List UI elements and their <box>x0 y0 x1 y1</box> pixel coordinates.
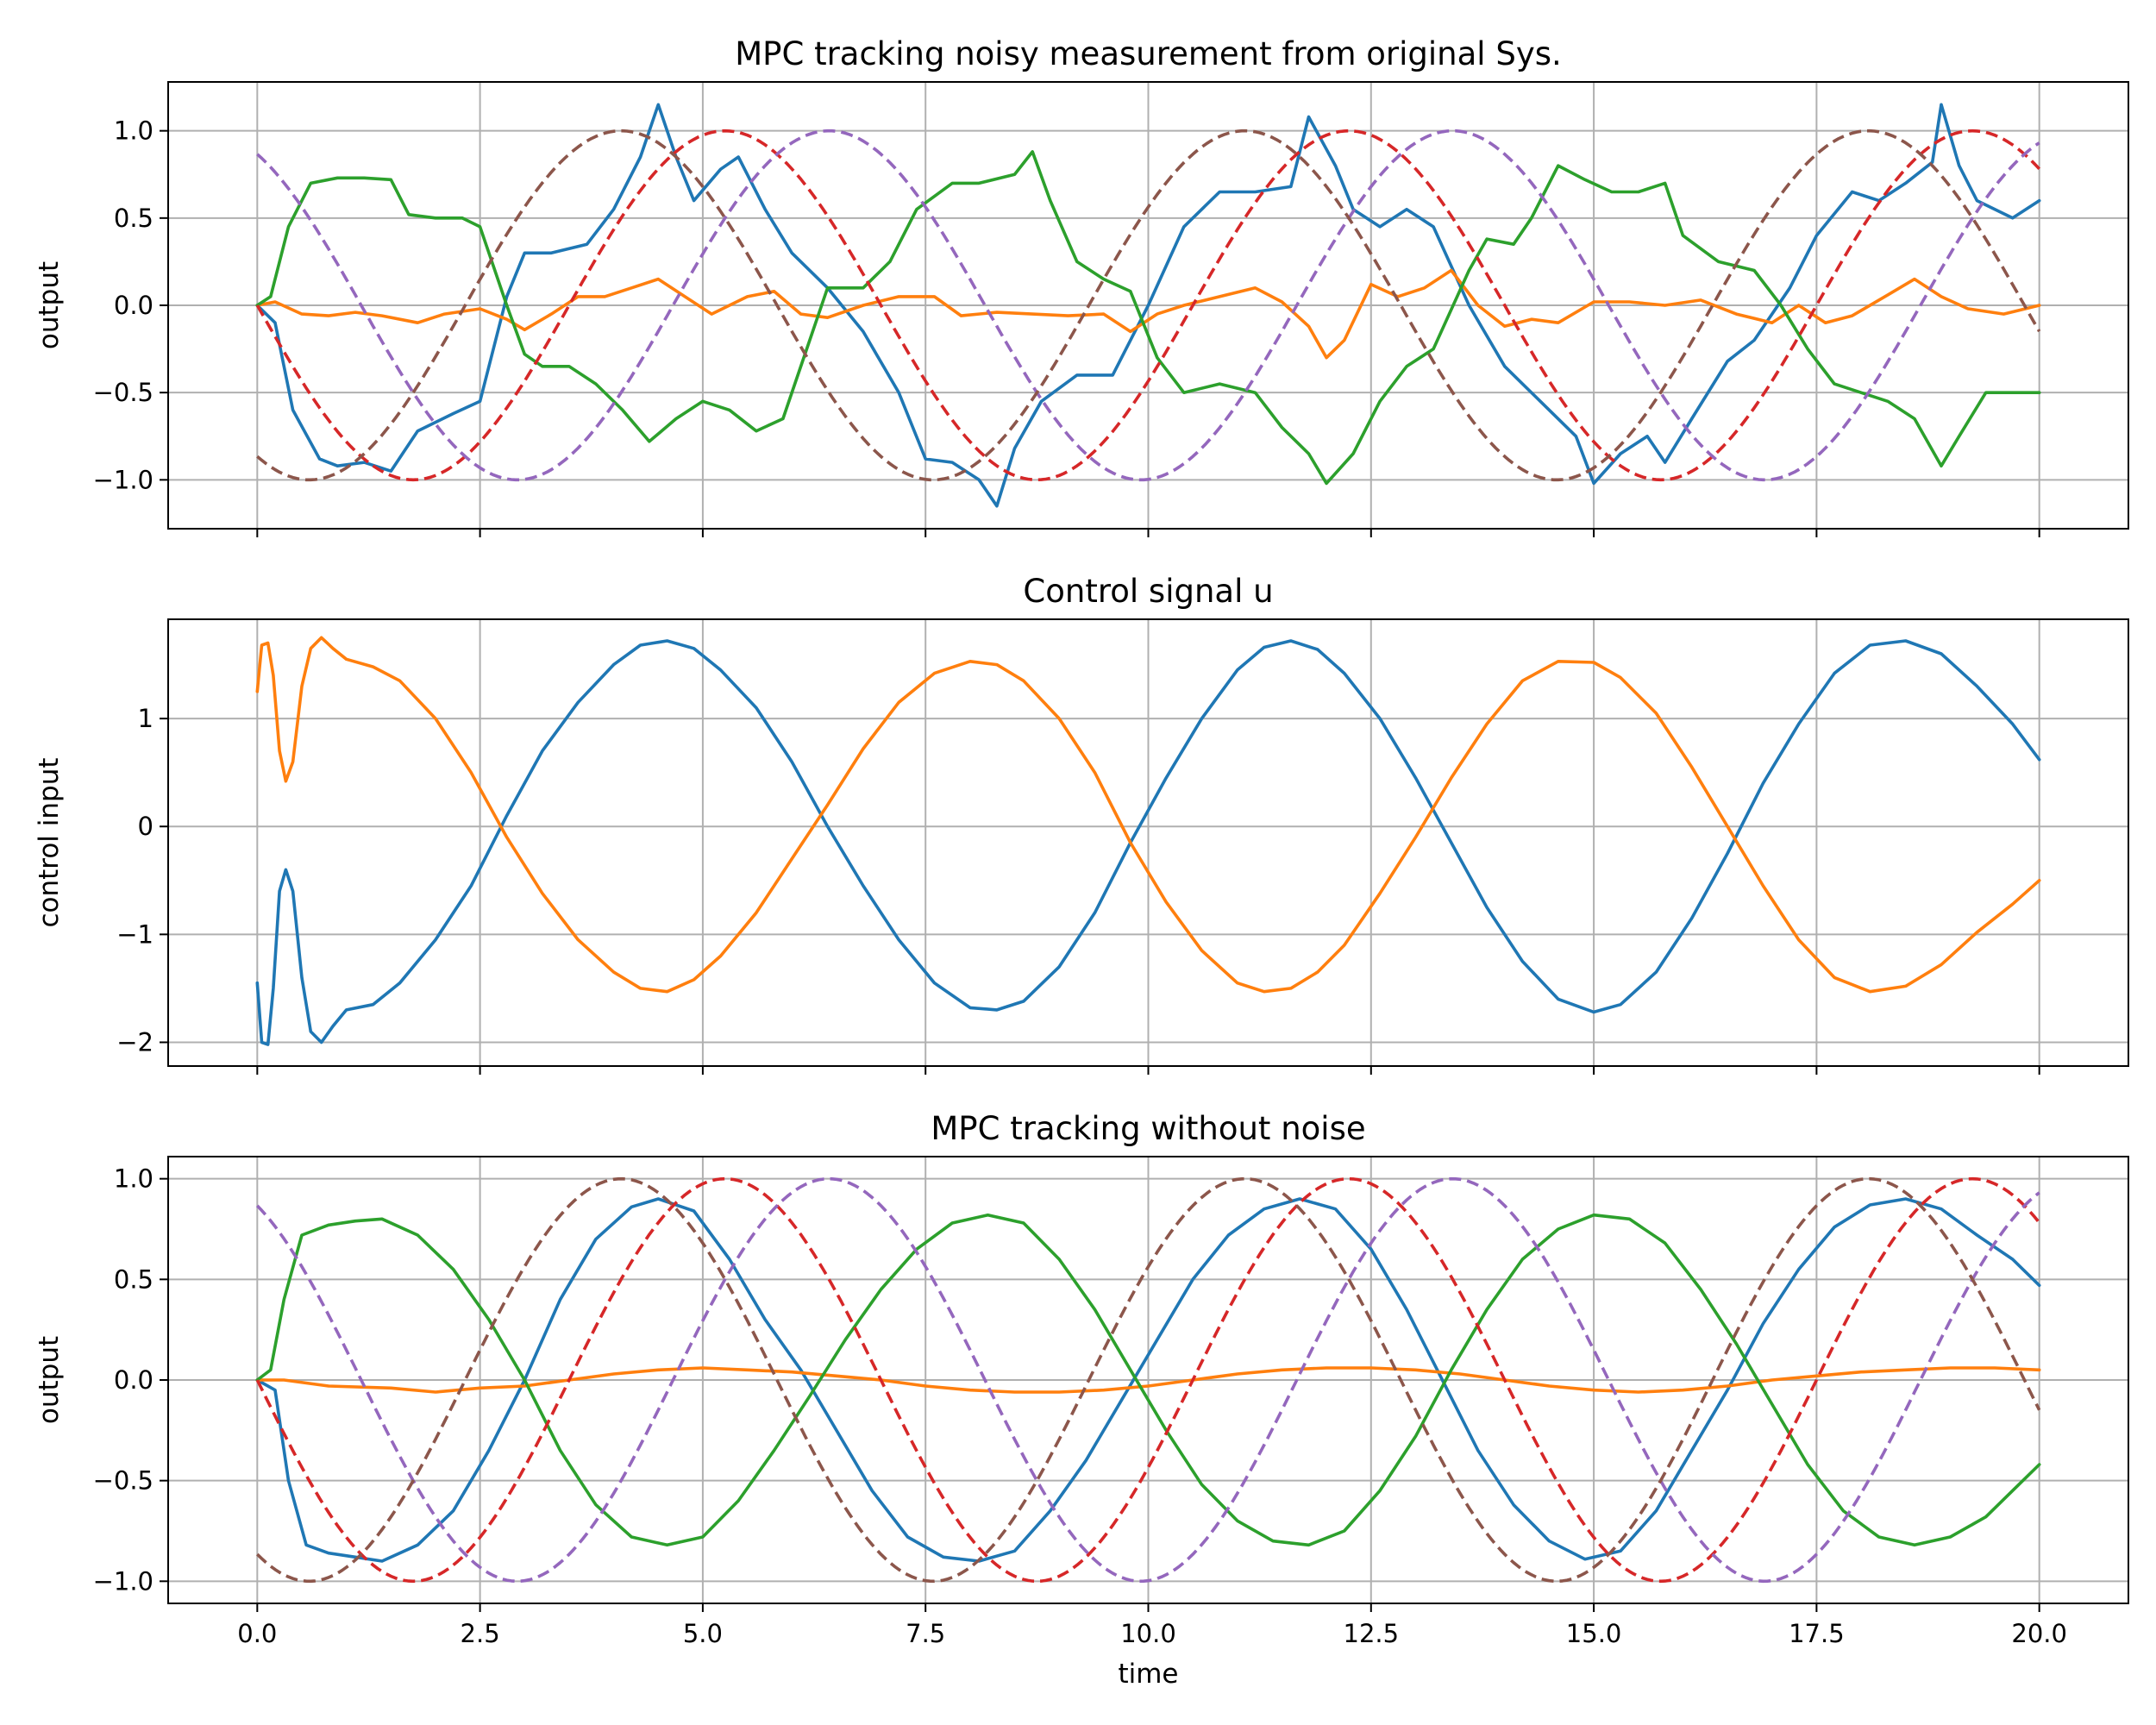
y-tick-label: 0.5 <box>114 1264 154 1294</box>
y-tick-label: 0.0 <box>114 1365 154 1395</box>
series-line-0 <box>255 1197 2041 1563</box>
series-line-3 <box>255 1176 2041 1584</box>
series-line-0 <box>255 103 2041 508</box>
y-tick-label: −0.5 <box>93 1466 154 1496</box>
series-group <box>255 1176 2041 1584</box>
x-tick-label: 17.5 <box>1789 1619 1845 1648</box>
y-tick-label: −1 <box>116 919 154 949</box>
series-line-1 <box>255 1366 2041 1394</box>
y-tick-label: −2 <box>116 1027 154 1057</box>
panel-title: MPC tracking without noise <box>931 1110 1365 1147</box>
series-line-0 <box>255 639 2041 1046</box>
series-line-5 <box>256 129 2041 482</box>
series-line-1 <box>255 636 2041 994</box>
y-tick-label: −1.0 <box>93 465 154 494</box>
y-axis-label: output <box>34 261 65 349</box>
y-tick-label: 0.5 <box>114 204 154 233</box>
series-line-3 <box>255 129 2041 482</box>
y-tick-label: 0.0 <box>114 291 154 320</box>
panel-title: Control signal u <box>1023 573 1273 610</box>
x-axis-label: time <box>1118 1659 1178 1690</box>
series-group <box>255 103 2041 508</box>
x-tick-label: 15.0 <box>1566 1619 1622 1648</box>
panel-control-signal: Control signal u control input −2 −1 0 1 <box>34 573 2129 1075</box>
panel-title: MPC tracking noisy measurement from orig… <box>735 35 1562 72</box>
y-tick-label: 1.0 <box>114 116 154 146</box>
ticks: 0.0 2.5 5.0 7.5 10.0 12.5 15.0 17.5 20.0 −1.0 −0.5… <box>93 1164 2067 1648</box>
y-axis-label: control input <box>34 757 65 927</box>
y-tick-label: −1.0 <box>93 1566 154 1596</box>
series-line-4 <box>256 129 2040 482</box>
y-tick-label: 0 <box>138 812 154 841</box>
y-tick-label: −0.5 <box>93 378 154 407</box>
series-group <box>255 636 2041 1046</box>
x-tick-label: 12.5 <box>1344 1619 1400 1648</box>
x-tick-label: 0.0 <box>237 1619 277 1648</box>
x-tick-label: 10.0 <box>1120 1619 1176 1648</box>
y-tick-label: 1.0 <box>114 1164 154 1194</box>
series-line-5 <box>256 1176 2041 1584</box>
series-line-4 <box>255 1176 2040 1584</box>
ticks: −2 −1 0 1 <box>116 704 2040 1075</box>
x-tick-label: 20.0 <box>2011 1619 2067 1648</box>
panel-noiseless-tracking: MPC tracking without noise output time 0… <box>34 1110 2129 1690</box>
x-tick-label: 2.5 <box>461 1619 500 1648</box>
series-line-2 <box>255 1213 2041 1547</box>
x-tick-label: 5.0 <box>683 1619 723 1648</box>
ticks: −1.0 −0.5 0.0 0.5 1.0 <box>93 116 2040 537</box>
y-tick-label: 1 <box>138 704 154 733</box>
y-axis-label: output <box>34 1336 65 1424</box>
x-tick-label: 7.5 <box>906 1619 945 1648</box>
panel-noisy-tracking: MPC tracking noisy measurement from orig… <box>34 35 2129 537</box>
